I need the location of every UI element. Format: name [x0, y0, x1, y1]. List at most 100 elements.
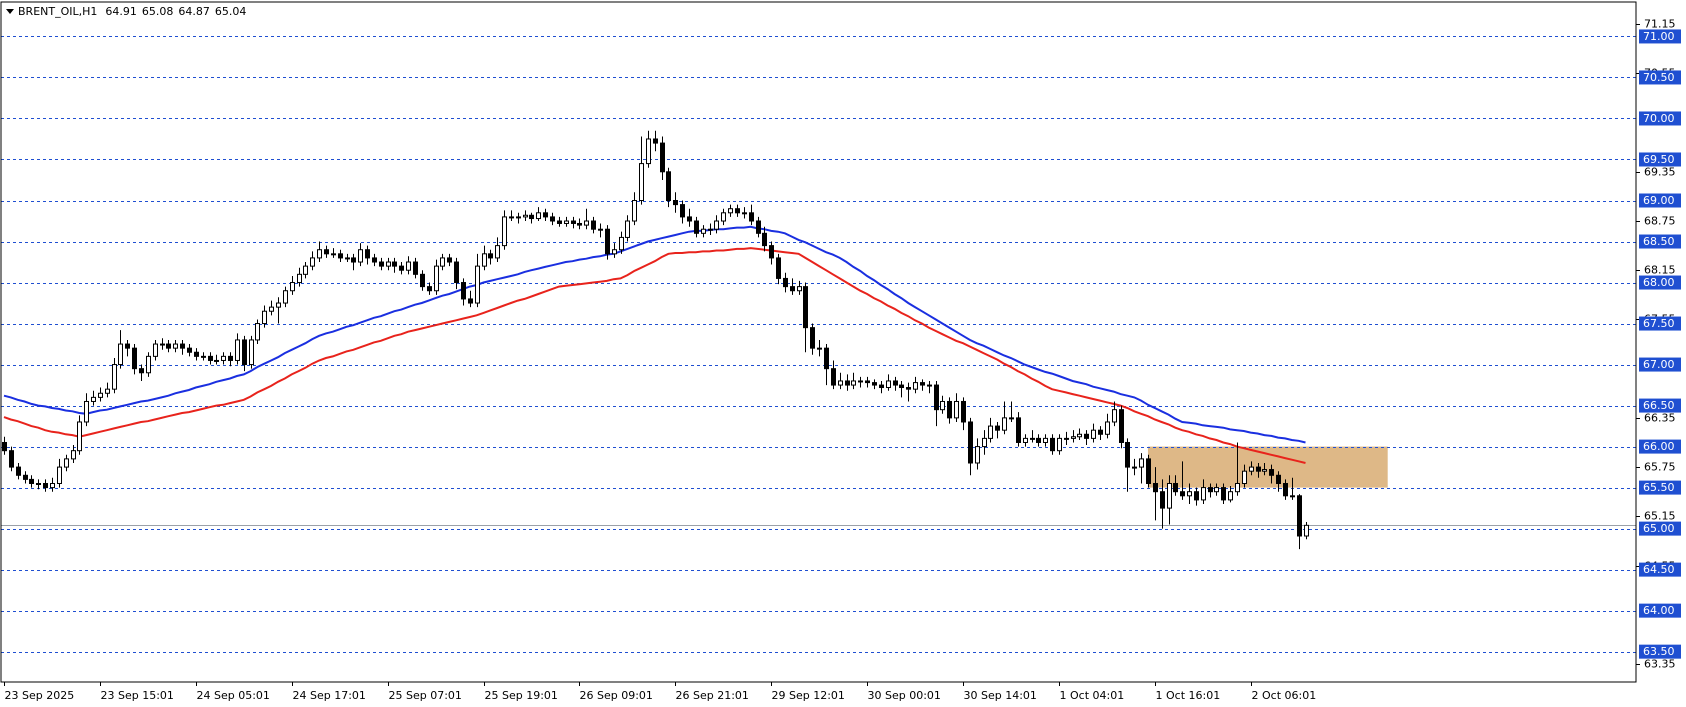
candle-body [345, 257, 350, 260]
candle-body [721, 212, 726, 222]
moving-average [3, 225, 1306, 444]
candle-body [803, 286, 808, 329]
candle-body [543, 212, 548, 218]
candle-body [1194, 491, 1199, 501]
candle-body [790, 286, 795, 292]
candle-body [1153, 482, 1158, 493]
candle-body [961, 400, 966, 423]
candle-body [105, 388, 110, 394]
candle-body [1071, 436, 1076, 439]
menu-triangle [6, 9, 14, 14]
candle-body [838, 380, 843, 386]
candle-body [1030, 437, 1035, 440]
candle-body [1002, 417, 1007, 431]
x-tick-label: 26 Sep 09:01 [580, 689, 653, 702]
candle-body [646, 138, 651, 165]
candle-body [468, 298, 473, 304]
x-tick-label: 1 Oct 04:01 [1060, 689, 1125, 702]
candle-body [1235, 482, 1240, 493]
candle-body [488, 253, 493, 259]
candle-body [1023, 437, 1028, 443]
candle-body [1276, 474, 1281, 484]
candle-body [913, 382, 918, 390]
candle-body [57, 466, 62, 484]
candle-body [1057, 437, 1062, 452]
candle-body [461, 282, 466, 300]
candle-body [180, 343, 185, 349]
candle-body [173, 343, 178, 349]
candle-body [1132, 466, 1137, 469]
x-tick-label: 24 Sep 17:01 [293, 689, 366, 702]
candle-body [379, 261, 384, 267]
candle-body [584, 220, 589, 226]
candle-body [440, 257, 445, 267]
candle-body [1201, 487, 1206, 501]
level-tag-label: 67.00 [1643, 358, 1675, 371]
level-tag [1639, 480, 1681, 495]
candle-body [495, 245, 500, 259]
candle-body [324, 249, 329, 255]
candle-body [619, 236, 624, 251]
x-tick-label: 26 Sep 21:01 [676, 689, 749, 702]
candle-body [865, 380, 870, 384]
level-tag [1639, 357, 1681, 372]
x-tick-label: 30 Sep 14:01 [964, 689, 1037, 702]
candle-body [420, 273, 425, 288]
candle-body [386, 261, 391, 267]
candle-body [735, 208, 740, 214]
candle-body [577, 222, 582, 226]
candle-body [756, 220, 761, 234]
level-tag-label: 63.50 [1643, 645, 1675, 658]
candle-body [112, 364, 117, 390]
chart-header: BRENT_OIL,H1 64.91 65.08 64.87 65.04 [18, 5, 246, 18]
candle-body [920, 382, 925, 386]
x-tick-label: 24 Sep 05:01 [197, 689, 270, 702]
header-open: 64.91 [105, 5, 137, 18]
candle-body [9, 450, 14, 468]
level-tag-label: 69.50 [1643, 153, 1675, 166]
level-tag-label: 64.50 [1643, 563, 1675, 576]
candle-body [2, 441, 7, 452]
candle-body [1160, 491, 1165, 509]
candle-body [1050, 437, 1055, 452]
x-tick-label: 1 Oct 16:01 [1156, 689, 1221, 702]
y-tick-label: 65.75 [1644, 461, 1676, 474]
candle-body [886, 380, 891, 389]
candle-body [187, 347, 192, 353]
candle-body [687, 216, 692, 222]
candle-body [290, 282, 295, 292]
candle-body [1084, 433, 1089, 439]
x-tick-label: 2 Oct 06:01 [1252, 689, 1317, 702]
candle-body [434, 265, 439, 292]
candle-body [845, 380, 850, 386]
header-close: 65.04 [215, 5, 247, 18]
candle-body [571, 220, 576, 224]
header-high: 65.08 [142, 5, 174, 18]
candle-body [221, 355, 226, 361]
candle-body [1112, 409, 1117, 423]
candle-body [776, 257, 781, 279]
candle-body [1221, 487, 1226, 501]
candle-body [817, 347, 822, 350]
candle-body [639, 163, 644, 202]
candle-body [84, 400, 89, 423]
level-tag-label: 66.50 [1643, 399, 1675, 412]
candle-body [71, 450, 76, 460]
candle-body [975, 446, 980, 464]
level-tag-label: 68.00 [1643, 276, 1675, 289]
candle-body [249, 339, 254, 366]
level-tag [1639, 152, 1681, 167]
candle-body [1043, 437, 1048, 443]
candle-body [523, 214, 528, 218]
candle-body [612, 249, 617, 255]
candle-body [1009, 417, 1014, 420]
candle-body [660, 142, 665, 173]
candle-body [1290, 495, 1295, 498]
candle-body [783, 277, 788, 288]
candle-body [201, 355, 206, 358]
y-tick-label: 68.75 [1644, 215, 1676, 228]
candle-body [899, 384, 904, 389]
candle-body [714, 220, 719, 230]
candle-body [954, 400, 959, 419]
